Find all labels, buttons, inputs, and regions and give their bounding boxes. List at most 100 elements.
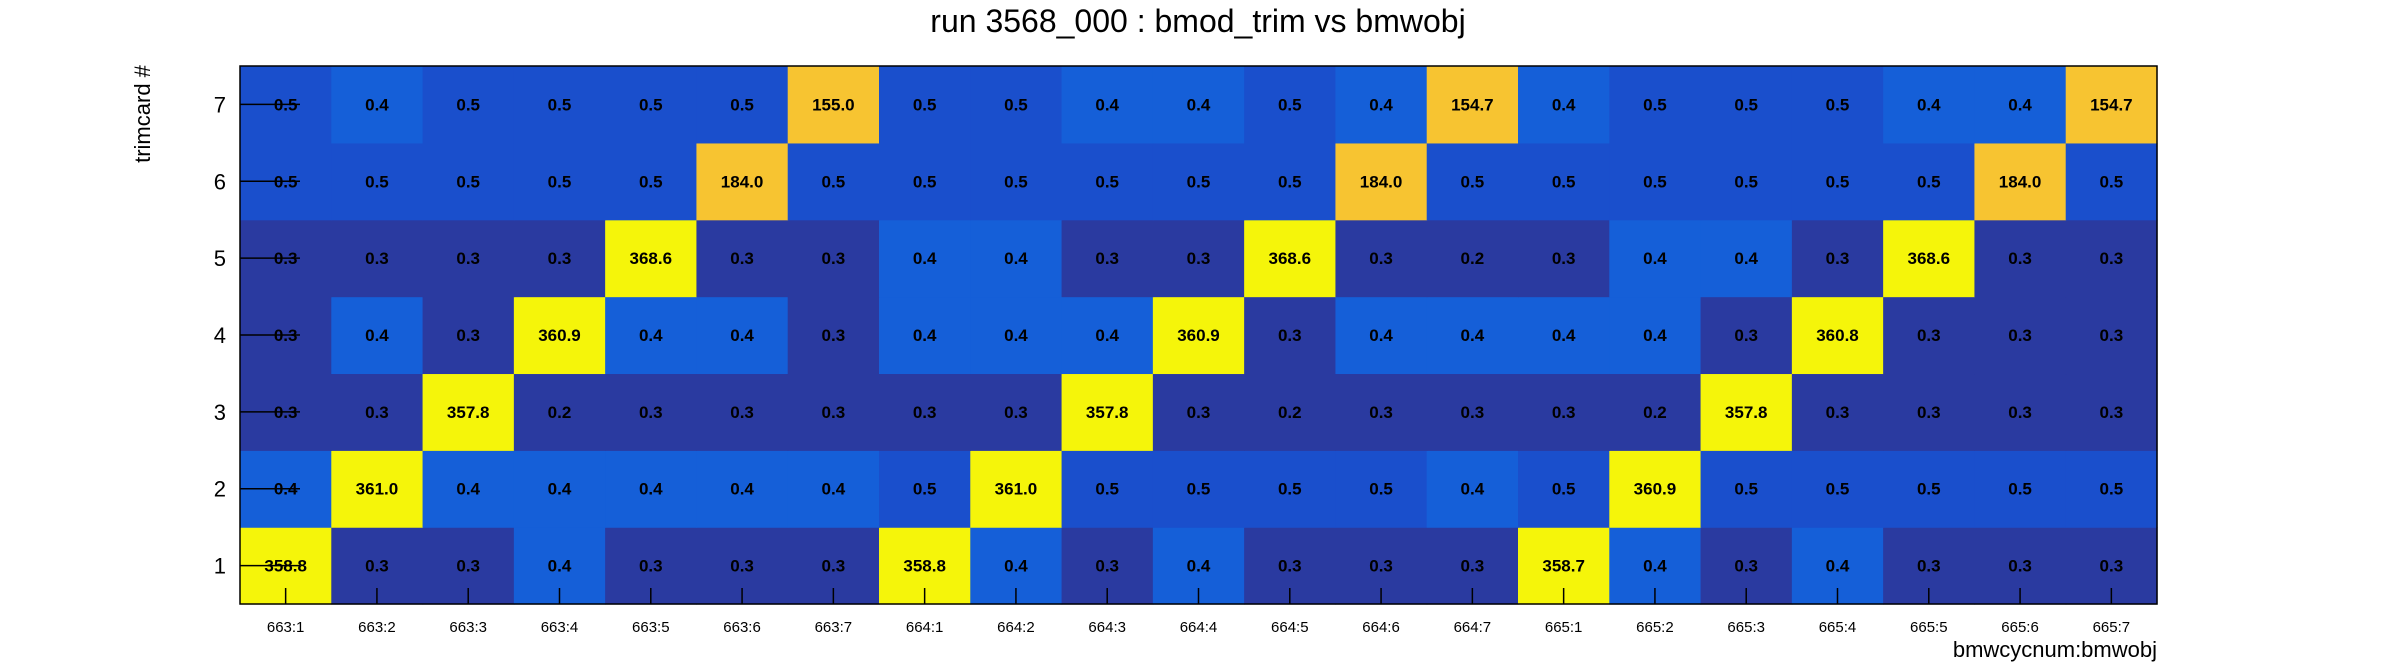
cell-value-label: 0.4 bbox=[1552, 326, 1576, 345]
x-tick-label: 665:3 bbox=[1727, 619, 1765, 636]
heatmap-cell bbox=[1791, 296, 1884, 375]
cell-value-label: 0.5 bbox=[365, 172, 389, 191]
heatmap-cell bbox=[970, 219, 1063, 298]
cell-value-label: 368.6 bbox=[1908, 249, 1951, 268]
cell-value-label: 0.3 bbox=[2100, 326, 2124, 345]
cell-value-label: 0.3 bbox=[1826, 249, 1850, 268]
heatmap-cell bbox=[513, 450, 606, 528]
heatmap-cell bbox=[1244, 142, 1337, 221]
cell-value-label: 0.3 bbox=[730, 403, 754, 422]
heatmap-cell bbox=[787, 373, 880, 451]
cell-value-label: 184.0 bbox=[1360, 172, 1403, 191]
cell-value-label: 0.2 bbox=[548, 403, 572, 422]
cell-value-label: 0.5 bbox=[2100, 172, 2124, 191]
x-tick-label: 664:1 bbox=[906, 619, 944, 636]
heatmap-cell bbox=[1883, 66, 1976, 144]
heatmap-cell bbox=[1061, 373, 1154, 451]
cell-value-label: 0.4 bbox=[548, 557, 572, 576]
cell-value-label: 0.5 bbox=[1004, 95, 1028, 114]
heatmap-cell bbox=[696, 373, 789, 451]
heatmap-cell bbox=[2065, 296, 2158, 375]
heatmap-cell bbox=[331, 142, 424, 221]
cell-value-label: 0.5 bbox=[1643, 172, 1667, 191]
cell-value-label: 0.4 bbox=[913, 249, 937, 268]
cell-value-label: 0.5 bbox=[913, 480, 937, 499]
axes: 663:1 663:2 663:3 663:4 663:5 663:6 663:7 664:1… bbox=[214, 65, 2158, 636]
heatmap-cell bbox=[1700, 373, 1793, 451]
cell-value-label: 0.3 bbox=[2008, 557, 2032, 576]
heatmap-cell bbox=[1152, 66, 1245, 144]
heatmap-cell bbox=[1700, 142, 1793, 221]
cell-value-label: 0.3 bbox=[548, 249, 572, 268]
x-tick-label: 665:1 bbox=[1545, 619, 1583, 636]
cell-value-label: 0.3 bbox=[1734, 557, 1758, 576]
heatmap-cell bbox=[422, 373, 515, 451]
cell-value-label: 0.4 bbox=[1369, 326, 1393, 345]
heatmap-cell bbox=[1061, 450, 1154, 528]
cell-value-label: 0.4 bbox=[1004, 326, 1028, 345]
cell-value-label: 0.3 bbox=[1461, 403, 1485, 422]
cell-value-label: 361.0 bbox=[356, 480, 399, 499]
heatmap-cell bbox=[1609, 373, 1702, 451]
heatmap-cell bbox=[1974, 66, 2067, 144]
cell-value-label: 0.3 bbox=[913, 403, 937, 422]
cell-value-label: 0.3 bbox=[730, 557, 754, 576]
cell-value-label: 0.5 bbox=[2100, 480, 2124, 499]
cell-value-label: 154.7 bbox=[1451, 95, 1494, 114]
cell-value-label: 0.4 bbox=[365, 95, 389, 114]
cell-value-label: 0.5 bbox=[548, 172, 572, 191]
cell-value-label: 0.3 bbox=[2100, 557, 2124, 576]
cell-value-label: 0.3 bbox=[456, 249, 480, 268]
cell-value-label: 357.8 bbox=[1725, 403, 1768, 422]
cell-value-label: 0.3 bbox=[2100, 249, 2124, 268]
cell-value-label: 0.4 bbox=[1734, 249, 1758, 268]
cell-value-label: 0.3 bbox=[365, 557, 389, 576]
x-axis-label: bmwcycnum:bmwobj bbox=[1953, 637, 2157, 662]
heatmap-cell bbox=[1791, 450, 1884, 528]
cell-value-label: 184.0 bbox=[1999, 172, 2042, 191]
heatmap-cell bbox=[422, 142, 515, 221]
heatmap-cell bbox=[970, 296, 1063, 375]
cell-value-label: 0.5 bbox=[1278, 95, 1302, 114]
heatmap-cell bbox=[1609, 66, 1702, 144]
heatmap-cell bbox=[513, 296, 606, 375]
cell-value-label: 0.3 bbox=[2008, 403, 2032, 422]
cell-value-label: 0.4 bbox=[1095, 95, 1119, 114]
heatmap-cell bbox=[1883, 219, 1976, 298]
heatmap-cell bbox=[1152, 450, 1245, 528]
heatmap-cell bbox=[879, 450, 971, 528]
cell-value-label: 0.5 bbox=[1734, 95, 1758, 114]
heatmap-cell bbox=[696, 142, 789, 221]
cell-value-label: 0.3 bbox=[1552, 403, 1576, 422]
heatmap-cell bbox=[1609, 219, 1702, 298]
cell-value-label: 0.2 bbox=[1278, 403, 1302, 422]
x-tick-label: 665:4 bbox=[1819, 619, 1857, 636]
cell-value-label: 0.3 bbox=[1278, 326, 1302, 345]
cell-value-label: 360.9 bbox=[1634, 480, 1677, 499]
cell-value-label: 0.3 bbox=[822, 326, 846, 345]
cell-value-label: 0.4 bbox=[1643, 249, 1667, 268]
cell-value-label: 360.8 bbox=[1816, 326, 1859, 345]
heatmap-cell bbox=[1426, 142, 1519, 221]
y-tick-label: 4 bbox=[214, 323, 226, 348]
heatmap-cell bbox=[696, 450, 789, 528]
cell-value-label: 0.4 bbox=[1643, 557, 1667, 576]
heatmap-cell bbox=[1335, 66, 1428, 144]
heatmap-cell bbox=[970, 142, 1063, 221]
cell-value-label: 0.5 bbox=[1826, 480, 1850, 499]
heatmap-cell bbox=[1335, 373, 1428, 451]
x-tick-label: 664:7 bbox=[1454, 619, 1492, 636]
cell-value-label: 0.4 bbox=[1461, 480, 1485, 499]
cell-value-label: 0.4 bbox=[1187, 95, 1211, 114]
heatmap-cell bbox=[422, 66, 515, 144]
heatmap-cell bbox=[605, 142, 698, 221]
heatmap-cell bbox=[1791, 66, 1884, 144]
heatmap-cell bbox=[1152, 219, 1245, 298]
x-tick-label: 663:2 bbox=[358, 619, 396, 636]
cell-value-label: 0.5 bbox=[2008, 480, 2032, 499]
cell-value-label: 0.3 bbox=[1461, 557, 1485, 576]
chart-title: run 3568_000 : bmod_trim vs bmwobj bbox=[930, 3, 1465, 39]
cell-value-label: 358.8 bbox=[903, 557, 946, 576]
heatmap-cell bbox=[1974, 450, 2067, 528]
